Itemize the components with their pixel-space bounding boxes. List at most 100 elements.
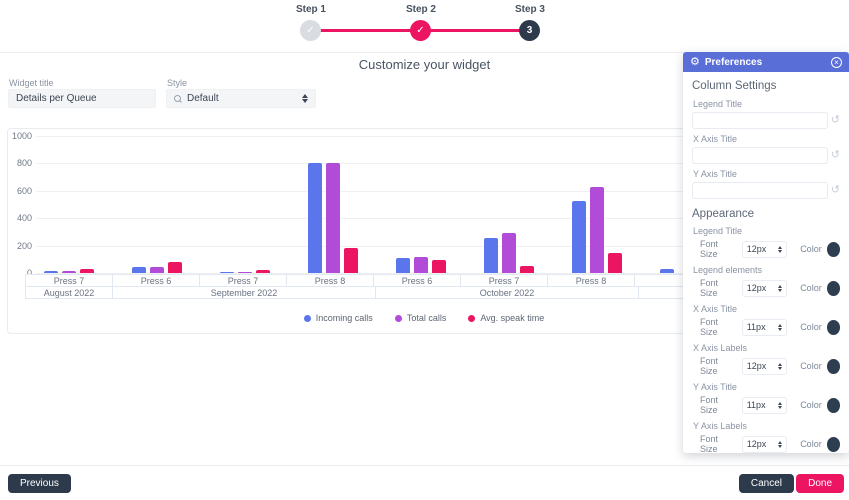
y-tick-label: 600	[16, 185, 32, 196]
style-select[interactable]: Default	[166, 89, 316, 108]
font-size-select[interactable]: 11px	[741, 318, 788, 336]
month-row: August 2022 September 2022 October 2022	[25, 286, 726, 299]
bar-group	[25, 136, 113, 273]
legend-dot-icon	[468, 314, 476, 322]
font-size-value: 11px	[746, 322, 766, 332]
color-swatch[interactable]	[826, 436, 840, 452]
bar-group	[465, 136, 553, 273]
color-label: Color	[800, 439, 822, 449]
reset-icon[interactable]: ↺	[830, 184, 840, 196]
color-swatch[interactable]	[826, 397, 840, 413]
chart-legend: Incoming calls Total calls Avg. speak time	[8, 313, 840, 323]
font-size-label: Font Size	[700, 278, 719, 298]
y-tick-label: 400	[16, 213, 32, 224]
bar	[220, 271, 234, 273]
select-arrows-icon	[778, 284, 783, 292]
bar	[414, 257, 428, 273]
font-size-value: 11px	[746, 400, 766, 410]
bar	[44, 271, 58, 273]
gridline	[36, 245, 835, 247]
step-1-circle[interactable]: ✓	[300, 20, 321, 41]
font-size-value: 12px	[746, 361, 767, 371]
previous-button[interactable]: Previous	[8, 474, 71, 493]
font-size-value: 12px	[746, 439, 767, 449]
appearance-row-legend-elements: Legend elements Font Size 12px Color	[692, 265, 840, 298]
color-swatch[interactable]	[826, 358, 840, 374]
select-arrows-icon	[778, 323, 783, 331]
bar	[326, 162, 340, 273]
bar	[572, 201, 586, 273]
color-label: Color	[800, 322, 822, 332]
month-cell: September 2022	[112, 286, 376, 299]
select-arrows-icon	[778, 440, 783, 448]
color-swatch[interactable]	[826, 319, 840, 335]
font-size-select[interactable]: 12px	[741, 240, 788, 258]
search-icon	[174, 94, 182, 103]
font-size-select[interactable]: 11px	[741, 396, 788, 414]
color-label: Color	[800, 244, 822, 254]
bar	[168, 262, 182, 273]
y-axis-title-field-label: Y Axis Title	[693, 169, 737, 179]
bar	[590, 186, 604, 273]
gridline	[36, 273, 835, 274]
widget-title-input[interactable]	[8, 89, 156, 108]
footer-divider	[0, 465, 849, 466]
appearance-row-legend-title: Legend Title Font Size 12px Color	[692, 226, 840, 259]
y-axis-title-input[interactable]	[692, 182, 828, 199]
select-arrows-icon	[778, 362, 783, 370]
font-size-value: 12px	[746, 283, 767, 293]
legend-label: Total calls	[406, 313, 447, 323]
legend-title-field-label: Legend Title	[693, 99, 743, 109]
appearance-row-x-axis-title: X Axis Title Font Size 11px Color	[692, 304, 840, 337]
font-size-select[interactable]: 12px	[741, 435, 788, 453]
style-select-value: Default	[187, 93, 219, 104]
bar	[256, 270, 270, 273]
appearance-row-label: Legend elements	[693, 265, 763, 275]
bar-group	[201, 136, 289, 273]
reset-icon[interactable]: ↺	[830, 149, 840, 161]
close-icon[interactable]: ×	[831, 56, 842, 68]
check-icon: ✓	[416, 25, 425, 36]
column-settings-heading: Column Settings	[692, 80, 777, 92]
bar	[608, 252, 622, 273]
category-row: Press 7 Press 6 Press 7 Press 8 Press 6 Press…	[25, 274, 722, 287]
preferences-body: Column Settings Legend Title ↺ X Axis Ti…	[683, 72, 849, 454]
appearance-row-label: Y Axis Title	[693, 382, 737, 392]
cancel-button[interactable]: Cancel	[738, 474, 794, 493]
bar	[520, 266, 534, 273]
font-size-value: 12px	[746, 244, 767, 254]
bar	[432, 260, 446, 273]
color-label: Color	[800, 361, 822, 371]
done-button[interactable]: Done	[796, 474, 844, 493]
legend-item: Incoming calls	[303, 313, 373, 323]
color-swatch[interactable]	[826, 241, 840, 257]
bar	[344, 247, 358, 273]
bar-group	[289, 136, 377, 273]
font-size-label: Font Size	[700, 239, 719, 259]
appearance-row-y-axis-labels: Y Axis Labels Font Size 12px Color	[692, 421, 840, 454]
font-size-select[interactable]: 12px	[741, 279, 788, 297]
legend-label: Incoming calls	[315, 313, 373, 323]
x-axis-title-field-label: X Axis Title	[693, 134, 738, 144]
color-swatch[interactable]	[826, 280, 840, 296]
font-size-select[interactable]: 12px	[741, 357, 788, 375]
legend-title-input[interactable]	[692, 112, 828, 129]
bar-group	[113, 136, 201, 273]
step-2-circle[interactable]: ✓	[410, 20, 431, 41]
bar	[502, 233, 516, 273]
bar	[132, 266, 146, 273]
appearance-row-label: Y Axis Labels	[693, 421, 747, 431]
month-cell: August 2022	[25, 286, 113, 299]
step-1-label: Step 1	[295, 4, 326, 15]
bar-group	[553, 136, 641, 273]
step-3-circle[interactable]: 3	[519, 20, 540, 41]
bar-group	[641, 136, 729, 273]
widget-title-label: Widget title	[9, 78, 54, 88]
preferences-header: ⚙ Preferences ×	[683, 52, 849, 72]
step-number: 3	[526, 25, 533, 36]
legend-label: Avg. speak time	[480, 313, 545, 323]
preferences-title: Preferences	[704, 56, 763, 68]
font-size-label: Font Size	[700, 317, 719, 337]
x-axis-title-input[interactable]	[692, 147, 828, 164]
reset-icon[interactable]: ↺	[830, 114, 840, 126]
